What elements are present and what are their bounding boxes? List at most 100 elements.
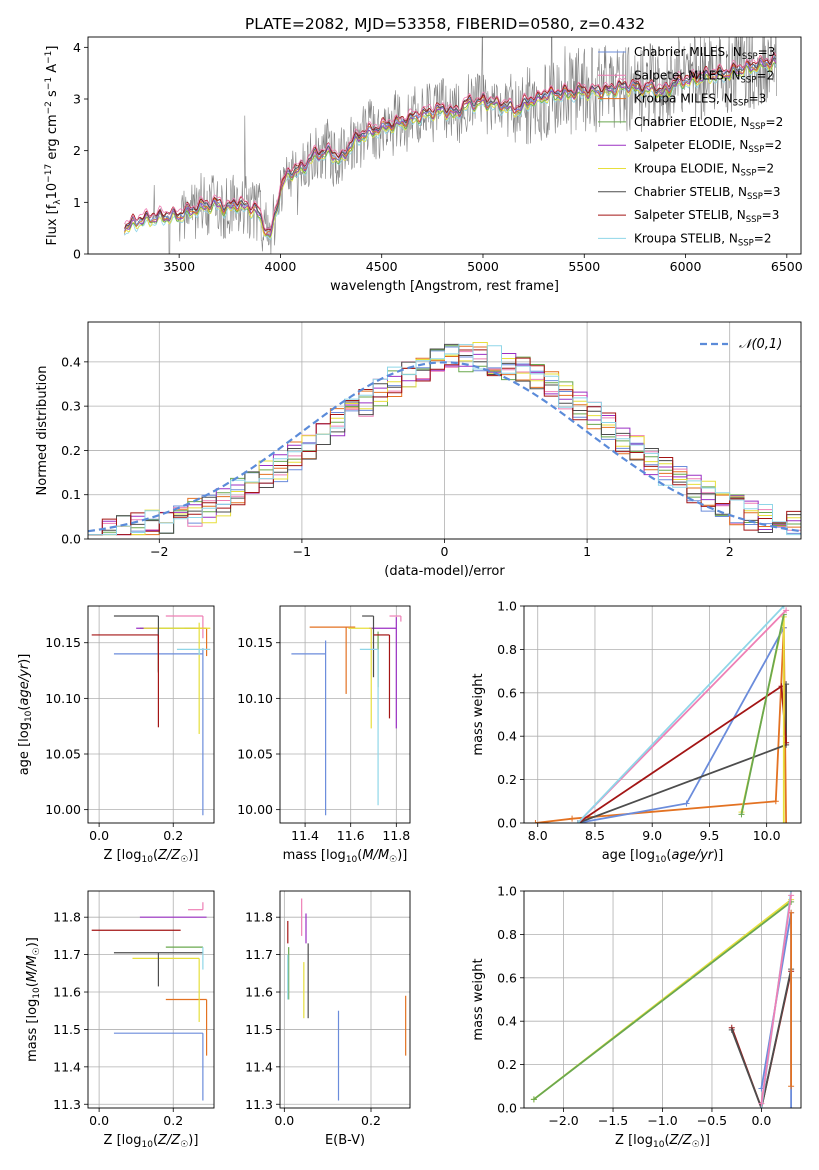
plot-area bbox=[530, 891, 795, 1108]
weight-series-line bbox=[577, 606, 785, 823]
y-tick-label: 11.3 bbox=[245, 1097, 273, 1112]
weight-point-marker bbox=[530, 1096, 537, 1103]
x-tick-label: 11.4 bbox=[291, 828, 319, 843]
x-tick-label: 3500 bbox=[163, 259, 195, 274]
x-axis-label-part: (data-model)/error bbox=[384, 564, 505, 579]
x-tick-label: 8.0 bbox=[528, 828, 548, 843]
x-axis-label-part: ( bbox=[666, 848, 671, 863]
model-spectrum-line bbox=[124, 61, 777, 239]
axes-frame bbox=[87, 890, 215, 1109]
x-tick-label: 0 bbox=[441, 544, 449, 559]
y-axis-label-part: ( bbox=[25, 982, 40, 987]
x-axis-label-part: wavelength [Angstrom, rest frame] bbox=[330, 279, 559, 294]
plot-area bbox=[124, 37, 777, 254]
residual-histogram-step bbox=[88, 343, 801, 536]
weight-point-marker bbox=[788, 892, 795, 899]
mass-vs-ebv-panel: 0.0 0.2 11.3 11.4 11.5 11.6 11.7 11.8 E(B-V) bbox=[245, 890, 411, 1148]
residual-histogram-step bbox=[88, 351, 801, 536]
y-tick-label: 11.4 bbox=[53, 1059, 81, 1074]
y-axis-label-part: )] bbox=[25, 937, 40, 947]
y-tick-label: 11.7 bbox=[53, 947, 81, 962]
weight-point-marker bbox=[728, 1026, 735, 1033]
y-tick-label: 0.4 bbox=[497, 729, 517, 744]
legend-entry: Chabrier MILES, NSSP=3 bbox=[634, 45, 775, 62]
weight-series-line bbox=[577, 627, 785, 823]
legend-nssp: =3 bbox=[749, 92, 767, 106]
model-spectrum-line bbox=[124, 57, 777, 236]
y-tick-label: 11.5 bbox=[53, 1022, 81, 1037]
y-tick-label: 10.00 bbox=[45, 802, 81, 817]
weight-series-line bbox=[740, 614, 785, 815]
legend-nssp: =2 bbox=[754, 231, 772, 245]
weight-point-marker bbox=[569, 815, 576, 822]
x-tick-label: −2.0 bbox=[548, 1113, 578, 1128]
y-axis-label-part: A bbox=[45, 64, 60, 77]
y-tick-label: 2 bbox=[73, 143, 81, 158]
axes-frame bbox=[279, 605, 411, 824]
plot-area bbox=[91, 615, 211, 816]
model-spectrum-line bbox=[124, 62, 777, 238]
y-tick-label: 10.15 bbox=[237, 635, 273, 650]
x-axis-label-part: ( bbox=[153, 1133, 158, 1148]
x-tick-label: 0.2 bbox=[163, 828, 183, 843]
weight-point-marker bbox=[683, 800, 690, 807]
legend-model-name: Salpeter MILES, N bbox=[634, 68, 741, 82]
y-axis-label-part: −2 bbox=[44, 101, 54, 114]
x-tick-label: 2 bbox=[726, 544, 734, 559]
weight-point-marker bbox=[780, 606, 787, 609]
weight-point-marker bbox=[758, 1100, 765, 1107]
x-axis-label: wavelength [Angstrom, rest frame] bbox=[330, 279, 559, 294]
y-tick-label: 11.3 bbox=[53, 1097, 81, 1112]
y-axis-label: mass weight bbox=[471, 958, 486, 1040]
weight-point-marker bbox=[532, 820, 539, 823]
residual-histogram-step bbox=[88, 344, 801, 536]
y-tick-label: 0.0 bbox=[497, 816, 517, 831]
mass-vs-metallicity-panel: 0.0 0.211.311.411.511.611.711.8Z [log10(Z… bbox=[25, 890, 215, 1150]
x-axis-label-part: E(B-V) bbox=[325, 1133, 365, 1148]
axes-frame bbox=[523, 890, 802, 1109]
x-axis-label: Z [log10(Z/Z☉)] bbox=[615, 1133, 710, 1150]
x-tick-label: 6500 bbox=[771, 259, 803, 274]
x-axis-label-part: Z [log bbox=[615, 1133, 653, 1148]
x-tick-label: 0.2 bbox=[361, 1113, 381, 1128]
gaussian-curve bbox=[88, 361, 801, 533]
y-tick-label: 0.0 bbox=[61, 532, 81, 547]
x-axis-label: Z [log10(Z/Z☉)] bbox=[104, 1133, 199, 1150]
y-axis-label-part: ( bbox=[17, 706, 32, 711]
y-axis-label-part: −17 bbox=[44, 164, 54, 183]
legend-entry: Chabrier STELIB, NSSP=3 bbox=[634, 185, 781, 202]
y-axis-label-part: ☉ bbox=[32, 947, 42, 955]
y-axis-label-part: λ bbox=[53, 199, 63, 205]
x-tick-label: 4500 bbox=[366, 259, 398, 274]
legend-subscript: SSP bbox=[750, 122, 766, 132]
y-tick-label: 3 bbox=[73, 92, 81, 107]
y-tick-label: 10.05 bbox=[45, 747, 81, 762]
y-axis-label: age [log10(age/yr)] bbox=[17, 654, 34, 776]
weight-point-marker bbox=[783, 607, 790, 614]
axes-frame bbox=[87, 605, 215, 824]
y-axis-label-part: −1 bbox=[44, 77, 54, 90]
y-tick-label: 10.15 bbox=[45, 635, 81, 650]
weight-point-marker bbox=[738, 811, 745, 818]
x-tick-label: 1 bbox=[583, 544, 591, 559]
y-tick-label: 0.3 bbox=[61, 399, 81, 414]
residuals-panel: −2 −1 0 1 2 0.0 0.1 0.2 0.3 0.4 (data-model)/error… bbox=[35, 321, 802, 579]
x-tick-label: 11.8 bbox=[382, 828, 410, 843]
legend-entry: Kroupa STELIB, NSSP=2 bbox=[634, 231, 772, 248]
legend-model-name: Kroupa STELIB, N bbox=[634, 231, 738, 245]
legend-subscript: SSP bbox=[747, 192, 763, 202]
x-axis-label-part: ( bbox=[153, 848, 158, 863]
legend-nssp: =2 bbox=[756, 162, 774, 176]
x-tick-label: −0.5 bbox=[697, 1113, 727, 1128]
x-axis-label-part: age [log bbox=[602, 848, 655, 863]
weight-point-marker bbox=[574, 820, 581, 823]
legend-nssp: =2 bbox=[756, 68, 774, 82]
y-tick-label: 0.6 bbox=[497, 970, 517, 985]
y-tick-label: 10.10 bbox=[45, 691, 81, 706]
legend-entry: Kroupa MILES, NSSP=3 bbox=[634, 92, 766, 109]
x-axis-label-part: Z [log bbox=[104, 1133, 142, 1148]
weight-vs-metallicity-panel: −2.0 −1.5 −1.0 −0.5 0.0 0.0 0.2 0.4 0.6 0.8 1.0 Z [… bbox=[471, 884, 802, 1150]
y-tick-label: 0.2 bbox=[497, 1057, 517, 1072]
x-axis-label-part: ☉ bbox=[389, 855, 397, 865]
y-tick-label: 1.0 bbox=[497, 884, 517, 899]
